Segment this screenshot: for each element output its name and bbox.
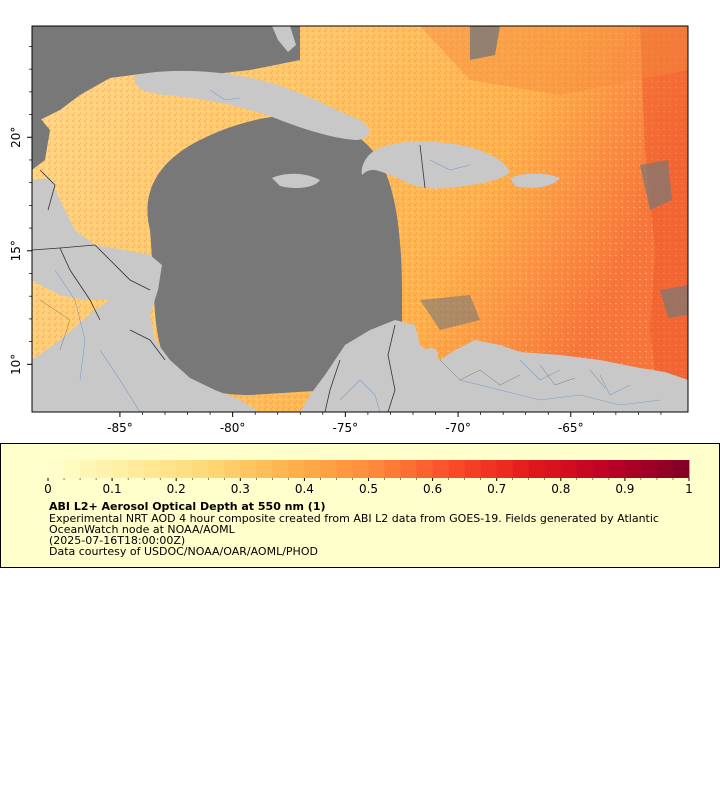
colorbar-cell [288, 460, 305, 478]
colorbar-cell [96, 460, 113, 478]
colorbar-tick-label: 0.9 [615, 482, 634, 496]
colorbar-cell [432, 460, 450, 478]
colorbar-cell [384, 460, 401, 478]
hispaniola [361, 141, 510, 189]
no-data-areas [32, 26, 688, 396]
colorbar-cell [64, 460, 81, 478]
central-america [32, 178, 260, 412]
country-borders [32, 144, 426, 412]
colorbar-tick-label: 0 [44, 482, 52, 496]
colorbar-cell [208, 460, 225, 478]
longitude-axis: -85° -80° -75° -70° -65° [107, 412, 662, 435]
lon-tick-label: -75° [333, 421, 359, 435]
colorbar-tick-label: 0.1 [103, 482, 122, 496]
colorbar-cell [576, 460, 594, 478]
colorbar-cell [496, 460, 514, 478]
colorbar-cell [240, 460, 257, 478]
colorbar-cell [592, 460, 610, 478]
colorbar-cell [336, 460, 353, 478]
lon-tick-label: -80° [220, 421, 246, 435]
puerto-rico [510, 173, 560, 188]
colorbar-tick-label: 0.2 [167, 482, 186, 496]
colorbar-cell [512, 460, 530, 478]
colorbar-cell [160, 460, 177, 478]
legend-panel: 0 0.1 0.2 0.3 0.4 0.5 0.6 0.7 0.8 0.9 1 ABI L2+ Ae… [0, 443, 720, 568]
colorbar-cell [144, 460, 161, 478]
colorbar-cell [272, 460, 289, 478]
legend-date: (2025-07-16T18:00:00Z) [49, 534, 186, 547]
colorbar-cell [80, 460, 97, 478]
colorbar-tick-label: 0.6 [423, 482, 442, 496]
colorbar-cell [544, 460, 562, 478]
colorbar-cell [368, 460, 385, 478]
colorbar-cell [672, 460, 690, 478]
colorbar-tick-label: 0.4 [295, 482, 314, 496]
colorbar-tick-label: 0.8 [551, 482, 570, 496]
legend-description: Experimental NRT AOD 4 hour composite cr… [49, 512, 659, 536]
lat-tick-label: 15° [9, 240, 23, 261]
colorbar-cell [480, 460, 498, 478]
lat-tick-label: 20° [9, 127, 23, 148]
colorbar-cell [464, 460, 482, 478]
colorbar-cell [624, 460, 642, 478]
colorbar-cell [304, 460, 321, 478]
colorbar-cell [128, 460, 145, 478]
colorbar-cell [48, 460, 65, 478]
south-america [300, 320, 688, 412]
lon-tick-label: -70° [445, 421, 471, 435]
cuba [134, 70, 370, 140]
colorbar-cell [560, 460, 578, 478]
colorbar-cells [48, 460, 690, 478]
latitude-axis: 10° 15° 20° [9, 46, 32, 375]
colorbar-cell [608, 460, 626, 478]
colorbar-cell [528, 460, 546, 478]
colorbar-cell [416, 460, 433, 478]
map-panel: -85° -80° -75° -70° -65° 10° 15° 20° [9, 25, 689, 435]
colorbar: 0 0.1 0.2 0.3 0.4 0.5 0.6 0.7 0.8 0.9 1 [44, 460, 693, 496]
colorbar-ticks: 0 0.1 0.2 0.3 0.4 0.5 0.6 0.7 0.8 0.9 1 [44, 478, 693, 496]
rivers [54, 89, 661, 412]
colorbar-cell [400, 460, 417, 478]
lat-tick-label: 10° [9, 354, 23, 375]
legend-credit: Data courtesy of USDOC/NOAA/OAR/AOML/PHO… [49, 545, 318, 558]
map-frame [31, 25, 689, 413]
colorbar-cell [256, 460, 273, 478]
colorbar-cell [656, 460, 674, 478]
land-masses [32, 26, 688, 412]
colorbar-cell [112, 460, 129, 478]
map-canvas: -85° -80° -75° -70° -65° 10° 15° 20° [9, 25, 689, 435]
colorbar-tick-label: 1 [685, 482, 693, 496]
colorbar-cell [320, 460, 337, 478]
colorbar-tick-label: 0.5 [359, 482, 378, 496]
legend-title: ABI L2+ Aerosol Optical Depth at 550 nm … [49, 500, 326, 513]
colorbar-cell [352, 460, 369, 478]
colorbar-tick-label: 0.7 [487, 482, 506, 496]
colorbar-tick-label: 0.3 [231, 482, 250, 496]
colorbar-cell [224, 460, 241, 478]
colorbar-cell [192, 460, 209, 478]
colorbar-cell [176, 460, 193, 478]
colorbar-cell [640, 460, 658, 478]
admin-boundaries [39, 299, 606, 389]
lon-tick-label: -85° [107, 421, 133, 435]
lon-tick-label: -65° [558, 421, 584, 435]
colorbar-cell [448, 460, 466, 478]
jamaica [272, 173, 320, 188]
